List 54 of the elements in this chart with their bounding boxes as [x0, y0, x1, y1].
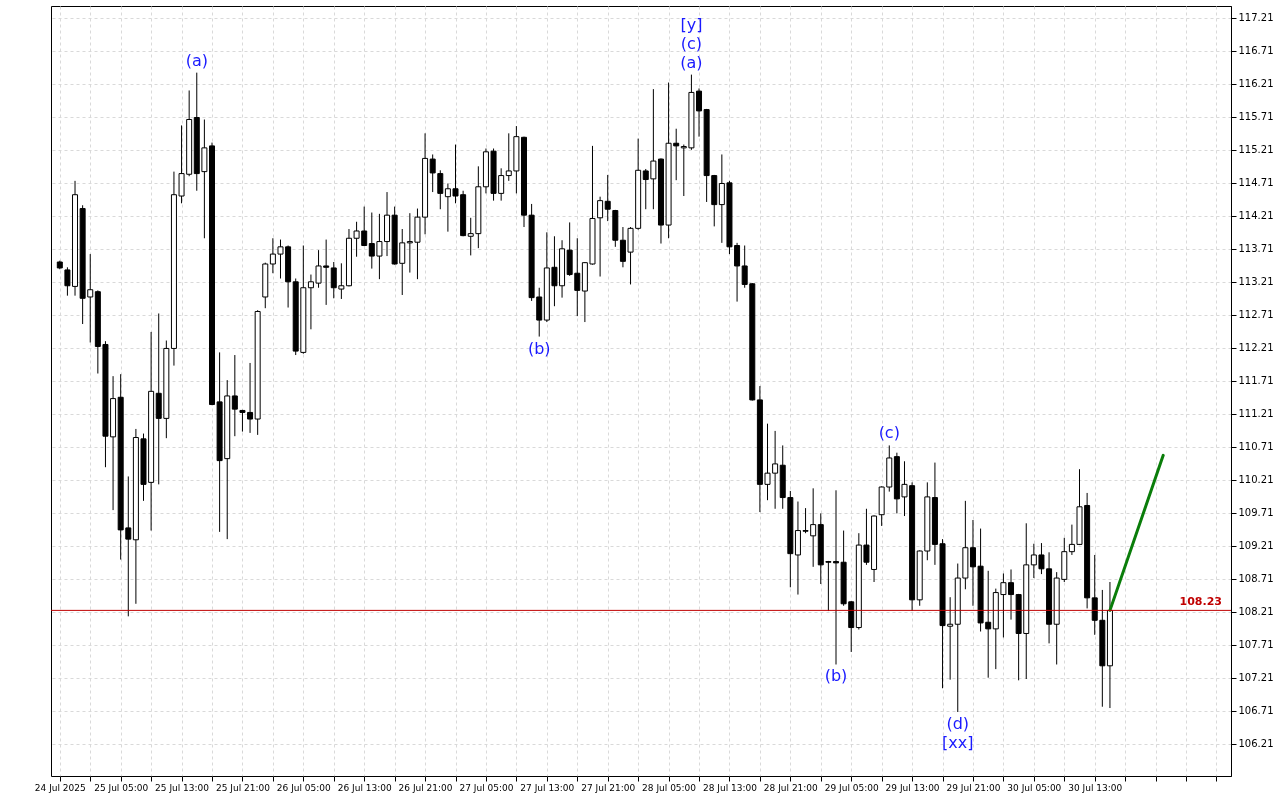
annotation: (c)	[680, 33, 703, 53]
y-tick-label: 116.71	[1238, 45, 1274, 57]
x-tick-label: 25 Jul 05:00	[94, 782, 149, 793]
x-tick-label: 30 Jul 13:00	[1068, 782, 1123, 793]
x-tick-label: 25 Jul 13:00	[155, 782, 210, 793]
annotation: (a)	[680, 52, 703, 72]
x-tick-label: 27 Jul 05:00	[459, 782, 514, 793]
y-tick-label: 112.21	[1238, 342, 1274, 354]
annotation: (b)	[527, 338, 551, 358]
y-tick-label: 113.71	[1238, 243, 1274, 255]
y-tick-label: 115.71	[1238, 111, 1274, 123]
y-tick-label: 115.21	[1238, 144, 1274, 156]
x-tick-label: 28 Jul 13:00	[702, 782, 758, 793]
x-tick-label: 29 Jul 21:00	[946, 782, 1001, 793]
annotation: (b)	[824, 666, 848, 686]
y-tick-label: 116.21	[1238, 78, 1274, 90]
x-tick-label: 26 Jul 13:00	[337, 782, 392, 793]
candlestick	[597, 196, 604, 278]
y-tick-label: 113.21	[1238, 276, 1274, 288]
x-tick-label: 28 Jul 05:00	[642, 782, 697, 793]
annotation: [y]	[680, 14, 703, 34]
y-tick-label: 114.71	[1238, 177, 1274, 189]
x-tick-label: 24 Jul 2025	[34, 782, 86, 793]
x-tick-label: 26 Jul 21:00	[398, 782, 453, 793]
x-tick-label: 30 Jul 05:00	[1007, 782, 1062, 793]
y-tick-label: 109.71	[1238, 507, 1274, 519]
y-tick-label: 111.21	[1238, 408, 1274, 420]
candlestick	[231, 354, 238, 437]
y-tick-label: 108.21	[1238, 606, 1274, 618]
ref-line-label: 108.23	[1179, 595, 1222, 609]
y-tick-label: 112.71	[1238, 309, 1274, 321]
annotation: [xx]	[942, 733, 974, 752]
x-tick-label: 29 Jul 05:00	[824, 782, 879, 793]
annotation: (d)	[946, 714, 970, 733]
x-tick-label: 25 Jul 21:00	[215, 782, 271, 793]
y-tick-label: 110.21	[1238, 474, 1274, 486]
x-tick-label: 27 Jul 13:00	[520, 782, 575, 793]
y-tick-label: 106.21	[1238, 738, 1274, 750]
x-tick-label: 26 Jul 05:00	[276, 782, 332, 793]
y-tick-label: 107.21	[1238, 672, 1274, 684]
candlestick	[604, 174, 611, 222]
y-tick-label: 117.21	[1238, 12, 1274, 24]
y-tick-label: 114.21	[1238, 210, 1274, 222]
y-tick-label: 107.71	[1238, 639, 1274, 651]
annotation: (c)	[878, 423, 900, 443]
annotation: (a)	[185, 50, 208, 70]
y-tick-label: 109.21	[1238, 540, 1274, 552]
x-tick-label: 27 Jul 21:00	[581, 782, 636, 793]
y-tick-label: 110.71	[1238, 441, 1274, 453]
x-tick-label: 29 Jul 13:00	[885, 782, 940, 793]
y-tick-label: 108.71	[1238, 573, 1274, 585]
y-tick-label: 111.71	[1238, 375, 1274, 387]
x-tick-label: 28 Jul 21:00	[763, 782, 819, 793]
y-tick-label: 106.71	[1238, 705, 1274, 717]
